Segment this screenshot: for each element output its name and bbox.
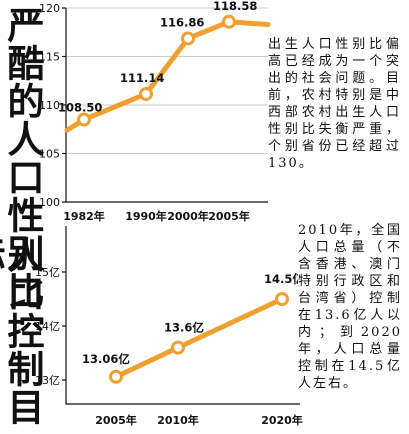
y-tick-label: 115	[39, 51, 60, 64]
x-tick-label: 2005年	[208, 209, 250, 223]
data-label: 116.86	[160, 15, 204, 29]
x-tick-label: 2020年	[261, 413, 303, 427]
x-tick-label: 2010年	[157, 413, 199, 427]
x-tick-label: 1982年	[63, 209, 105, 223]
y-tick-label: 105	[39, 148, 60, 161]
data-label: 111.14	[120, 71, 164, 85]
chart-title-population-target: 人口控制目标	[0, 236, 44, 426]
data-point	[77, 112, 91, 127]
data-point	[222, 14, 236, 29]
data-point	[171, 340, 185, 355]
note-population-target: 2010年，全国人口总量（不含香港、澳门特别行政区和台湾省）控制在13.6亿人以…	[298, 222, 402, 392]
x-tick-label: 2005年	[95, 413, 137, 427]
note-sex-ratio: 出生人口性别比偏高已经成为一个突出的社会问题。目前，农村特别是中西部农村出生人口…	[268, 36, 401, 172]
axis-lines	[65, 8, 268, 203]
data-label: 13.06亿	[82, 352, 130, 366]
axis-lines	[65, 226, 300, 405]
data-point	[139, 86, 153, 101]
data-label: 118.58	[213, 0, 257, 13]
data-point	[181, 31, 195, 46]
y-tick-label: 120	[39, 2, 60, 15]
x-tick-label: 2000年	[167, 209, 209, 223]
data-point	[275, 292, 289, 306]
y-tick-label: 100	[39, 196, 60, 209]
x-tick-label: 1990年	[125, 209, 167, 223]
y-tick-label: 15亿	[35, 266, 60, 279]
data-label: 13.6亿	[164, 321, 204, 335]
data-label: 14.5亿	[264, 272, 304, 286]
data-point	[109, 369, 123, 384]
y-tick-label: 110	[39, 99, 60, 112]
data-label: 108.50	[58, 101, 102, 115]
y-tick-label: 13亿	[35, 374, 60, 387]
chart-title-sex-ratio: 严酷的人口性别比	[1, 6, 44, 310]
y-tick-label: 14亿	[35, 320, 60, 333]
series-line-population	[113, 296, 285, 380]
